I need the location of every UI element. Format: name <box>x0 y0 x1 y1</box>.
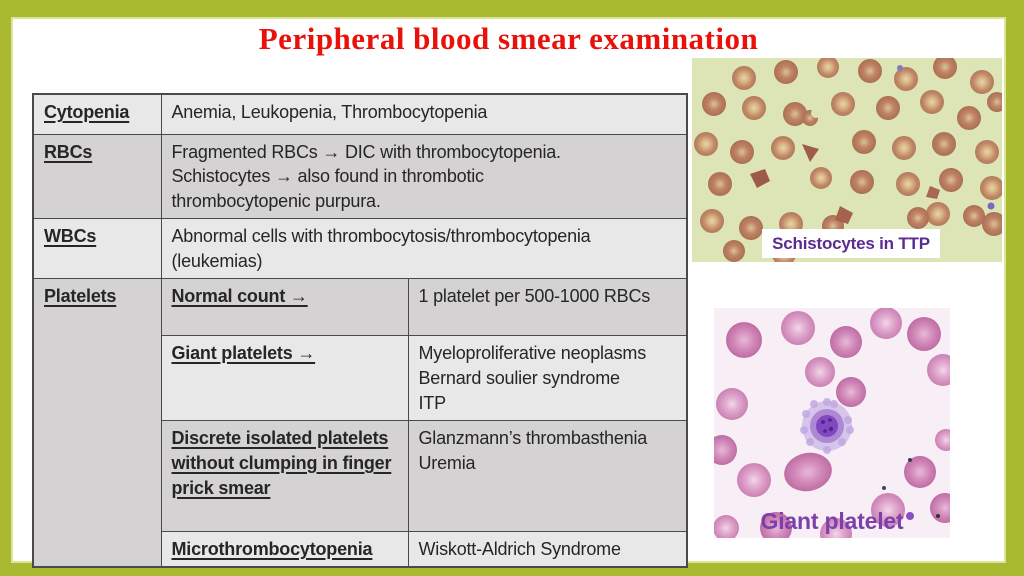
platelets-discrete-label: Discrete isolated platelets without clum… <box>160 419 409 532</box>
schistocyte-fragment <box>750 169 770 188</box>
schistocyte-fragment <box>835 206 853 224</box>
schistocyte-fragment <box>802 144 819 162</box>
row-header-platelets: Platelets <box>32 277 162 568</box>
table-row: Discrete isolated platelets without clum… <box>33 419 688 532</box>
slide: Peripheral blood smear examination Cytop… <box>11 17 1006 568</box>
giant-platelet-cell <box>800 398 854 454</box>
platelets-giant-label: Giant platelets → <box>160 334 409 421</box>
platelets-normal-count-value: 1 platelet per 500-1000 RBCs <box>407 277 688 336</box>
rbcs-cell: Fragmented RBCs → DIC with thrombocytope… <box>160 133 688 219</box>
platelets-discrete-value: Glanzmann’s thrombasthenia Uremia <box>407 419 688 532</box>
platelets-normal-count-label: Normal count → <box>160 277 409 336</box>
row-header-wbcs: WBCs <box>32 217 162 279</box>
table-row: WBCs Abnormal cells with thrombocytosis/… <box>32 217 688 279</box>
schistocytes-smear-image: Schistocytes in TTP <box>692 58 1002 262</box>
table-row: Platelets Normal count → 1 platelet per … <box>32 277 688 568</box>
giant-platelet-illustration <box>714 308 950 538</box>
blood-smear-table: Cytopenia Anemia, Leukopenia, Thrombocyt… <box>32 93 688 568</box>
platelets-giant-value: Myeloproliferative neoplasms Bernard sou… <box>407 334 688 421</box>
row-header-cytopenia: Cytopenia <box>32 93 162 135</box>
giant-platelet-caption: Giant platelet <box>760 508 904 534</box>
table-row: Cytopenia Anemia, Leukopenia, Thrombocyt… <box>32 93 688 135</box>
table-row: RBCs Fragmented RBCs → DIC with thromboc… <box>32 133 688 219</box>
slide-title: Peripheral blood smear examination <box>258 21 759 56</box>
cytopenia-cell: Anemia, Leukopenia, Thrombocytopenia <box>160 93 688 135</box>
schistocyte-fragment <box>926 186 940 199</box>
platelets-micro-value: Wiskott-Aldrich Syndrome <box>407 530 688 568</box>
platelets-micro-label: Microthrombocytopenia <box>160 530 409 568</box>
row-header-rbcs: RBCs <box>32 133 162 219</box>
giant-platelet-image: Giant platelet <box>714 308 950 538</box>
table-row: Microthrombocytopenia Wiskott-Aldrich Sy… <box>33 530 688 568</box>
table-row: Giant platelets → Myeloproliferative neo… <box>33 334 688 421</box>
schistocytes-caption: Schistocytes in TTP <box>762 229 940 258</box>
wbcs-cell: Abnormal cells with thrombocytosis/throm… <box>160 217 688 279</box>
